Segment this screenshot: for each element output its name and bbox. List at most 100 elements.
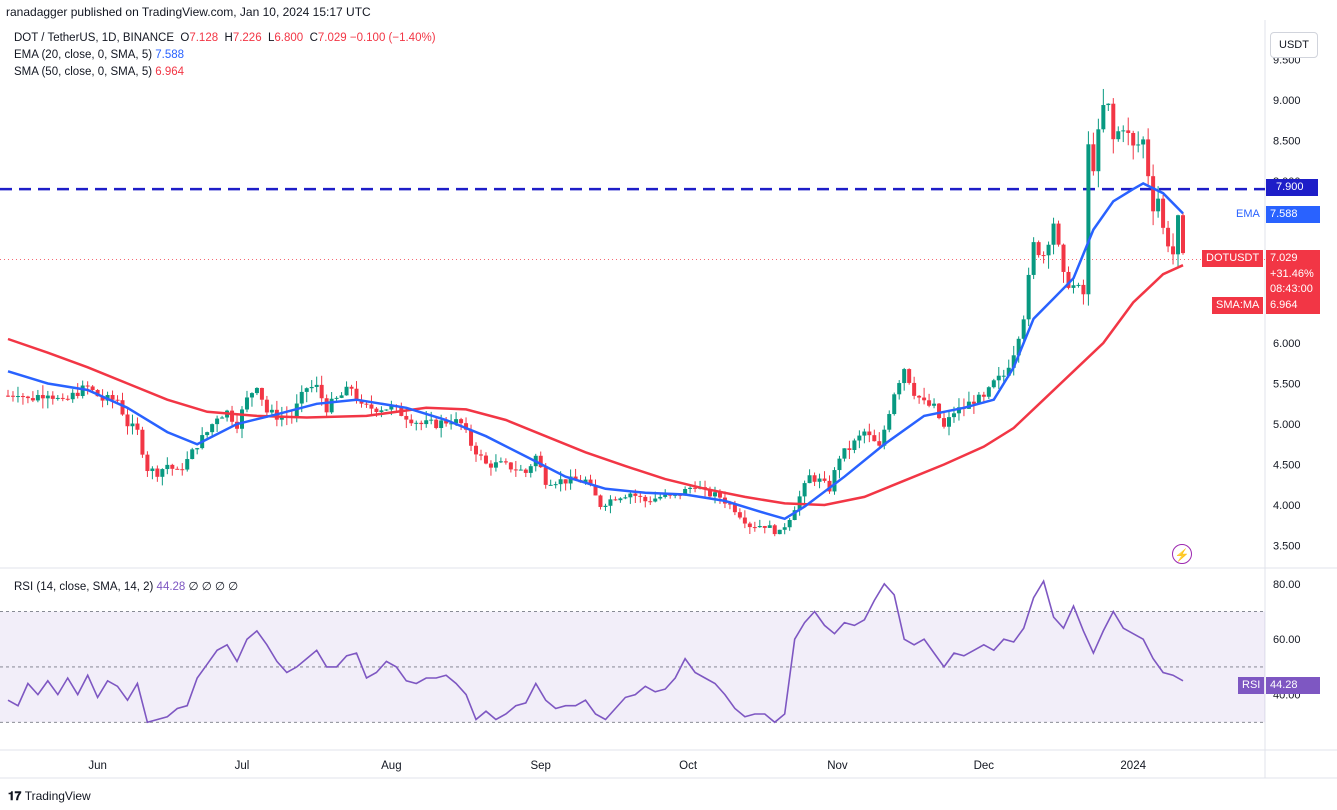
candle-body [942,418,947,427]
candle-body [981,394,986,397]
candle-body [205,432,210,436]
candle-body [747,523,752,528]
candle-body [1176,215,1181,255]
last-price-tag: 7.029 [1266,250,1320,267]
candle-body [314,384,319,387]
candle-body [439,420,444,429]
candle-body [65,398,70,400]
candle-body [912,382,917,396]
candle-body [1151,176,1156,212]
candle-body [10,395,15,397]
candle-body [832,470,837,492]
candle-body [215,418,220,425]
candle-body [1031,242,1036,275]
legend-rsi-extra: ∅ ∅ ∅ ∅ [188,581,239,593]
candle-body [548,484,553,486]
candle-body [160,469,165,477]
currency-button[interactable]: USDT [1270,32,1318,58]
lightning-icon[interactable]: ⚡ [1172,544,1192,564]
candle-body [40,395,45,399]
price-tick-label: 9.000 [1273,95,1301,107]
candle-body [319,384,324,399]
candle-body [971,401,976,404]
candle-body [663,494,668,497]
candle-body [827,480,832,492]
candle-body [175,468,180,470]
candle-body [882,429,887,446]
candle-body [951,413,956,418]
legend-close: 7.029 [317,32,347,44]
price-axis[interactable]: 3.5004.0004.5005.0005.5006.0008.0008.500… [1273,55,1301,702]
candle-body [464,423,469,430]
candle-body [927,400,932,406]
ema-20-line [7,181,1184,521]
candle-body [732,504,737,513]
candle-body [643,496,648,502]
candle-body [847,448,852,450]
candle-body [354,388,359,401]
candle-body [369,404,374,409]
candle-body [1106,103,1111,106]
candle-body [60,397,65,399]
tradingview-logo[interactable]: 𝟏𝟕 TradingView [8,789,91,804]
rsi-band [0,611,1265,723]
legend-ema-row[interactable]: EMA (20, close, 0, SMA, 5) 7.588 [14,49,184,61]
candle-body [1111,103,1116,140]
candle-body [857,435,862,441]
candle-body [877,441,882,446]
candle-body [1181,215,1185,254]
legend-rsi-row[interactable]: RSI (14, close, SMA, 14, 2) 44.28 ∅ ∅ ∅ … [14,579,238,593]
candle-body [469,429,474,446]
candle-body [339,395,344,398]
candle-body [434,419,439,429]
candle-body [269,409,274,413]
candle-body [907,369,912,383]
sma-price-tag: 6.964 [1266,297,1320,314]
candle-body [309,386,314,389]
candle-body [349,386,354,389]
price-tick-label: 4.500 [1273,460,1301,472]
candle-body [478,454,483,456]
candle-body [20,396,25,398]
candle-body [379,410,384,412]
candle-body [1136,144,1141,146]
time-axis[interactable]: Jun Jul Aug Sep Oct Nov Dec 2024 [88,760,1146,772]
candle-body [429,419,434,421]
candle-body [230,410,235,422]
candle-body [1121,130,1126,132]
candle-body [488,463,493,468]
candle-body [329,398,334,413]
legend-sma-row[interactable]: SMA (50, close, 0, SMA, 5) 6.964 [14,66,184,78]
countdown-tag: 08:43:00 [1266,281,1320,298]
candle-body [1066,271,1071,288]
price-tick-label: 4.000 [1273,500,1301,512]
candle-body [887,414,892,430]
candle-body [1051,223,1056,245]
candle-body [414,422,419,424]
candle-body [757,526,762,528]
candle-body [190,449,195,460]
candle-body [767,525,772,528]
candle-body [837,458,842,471]
candle-body [344,386,349,396]
candle-body [991,380,996,388]
legend-symbol[interactable]: DOT / TetherUS, 1D, BINANCE [14,32,174,44]
candle-body [259,387,264,400]
candle-body [244,397,249,410]
price-tick-label: 8.500 [1273,136,1301,148]
candle-body [75,392,80,397]
legend-rsi-value: 44.28 [156,581,186,593]
legend-symbol-row: DOT / TetherUS, 1D, BINANCE O7.128 H7.22… [14,32,436,44]
rsi-value-tag: 44.28 [1266,677,1320,694]
candle-body [568,476,573,484]
horizontal-level[interactable] [0,187,1265,261]
candle-body [249,393,254,398]
candle-body [220,417,225,419]
candle-body [932,403,937,406]
candle-body [140,429,145,455]
candle-body [563,479,568,484]
candle-body [752,527,757,529]
candle-body [145,454,150,472]
candle-body [917,395,922,398]
